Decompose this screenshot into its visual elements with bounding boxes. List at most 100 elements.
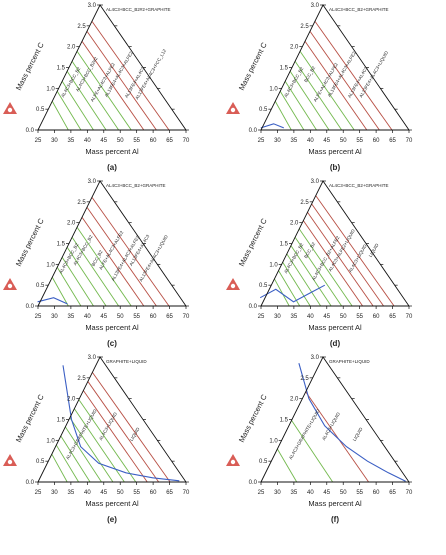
- y-tick-label: 0.0: [26, 128, 35, 134]
- panel-caption: (a): [107, 163, 117, 172]
- x-tick-label: 55: [356, 138, 363, 144]
- x-tick-label: 50: [340, 490, 347, 496]
- y-axis-label: Mass percent C: [14, 392, 46, 443]
- y-tick-label: 3.0: [311, 3, 320, 9]
- tie-line: [73, 408, 125, 483]
- x-tick-label: 50: [117, 138, 124, 144]
- tie-line: [311, 203, 384, 307]
- tie-line: [51, 101, 69, 131]
- y-tick-label: 2.5: [300, 200, 309, 206]
- x-tick-label: 60: [150, 490, 157, 496]
- tie-line: [76, 50, 132, 131]
- x-tick-label: 35: [291, 490, 298, 496]
- x-tick-label: 35: [291, 138, 298, 144]
- x-tick-label: 50: [340, 138, 347, 144]
- tie-line: [81, 216, 145, 307]
- y-tick-label: 1.0: [269, 438, 278, 444]
- x-tick-label: 30: [51, 314, 58, 320]
- logo-dot-icon: [7, 459, 13, 465]
- x-tick-label: 50: [117, 490, 124, 496]
- y-tick-label: 1.5: [280, 242, 289, 248]
- x-tick-label: 50: [117, 314, 124, 320]
- y-tick-label: 2.0: [290, 221, 299, 227]
- phase-label: BCC_B2: [303, 65, 316, 83]
- tie-line: [274, 101, 292, 131]
- tie-line: [279, 91, 305, 131]
- tie-line: [284, 81, 317, 131]
- x-tick-label: 35: [68, 314, 75, 320]
- x-tick-label: 30: [274, 314, 281, 320]
- x-tick-label: 25: [258, 138, 265, 144]
- y-tick-label: 0.5: [259, 283, 268, 289]
- y-tick-label: 3.0: [88, 355, 97, 361]
- y-axis-label: Mass percent C: [237, 392, 269, 443]
- x-tick-label: 40: [84, 138, 91, 144]
- tie-line: [76, 226, 132, 307]
- x-axis-label: Mass percent Al: [308, 499, 362, 508]
- tie-line: [289, 71, 330, 131]
- tie-line: [87, 381, 160, 483]
- y-tick-label: 0.5: [36, 459, 45, 465]
- x-tick-label: 70: [406, 138, 413, 144]
- phase-boundary-line: [298, 363, 406, 482]
- x-tick-label: 40: [307, 490, 314, 496]
- tie-line: [86, 30, 157, 131]
- tie-line: [64, 426, 102, 483]
- x-tick-label: 45: [323, 314, 330, 320]
- x-tick-label: 65: [166, 314, 173, 320]
- x-axis-label: Mass percent Al: [85, 499, 139, 508]
- phase-label: AL4C3+BCC_B2+GRAPHITE: [329, 183, 389, 188]
- y-tick-label: 3.0: [311, 355, 320, 361]
- tie-line: [304, 40, 368, 131]
- tie-line: [307, 211, 374, 307]
- x-tick-label: 40: [84, 314, 91, 320]
- x-tick-label: 65: [166, 490, 173, 496]
- tie-line: [83, 390, 148, 483]
- tie-line: [56, 91, 82, 131]
- tie-line: [286, 253, 322, 307]
- tie-line: [92, 372, 171, 483]
- y-axis-label: Mass percent C: [237, 40, 269, 91]
- x-tick-label: 65: [166, 138, 173, 144]
- y-tick-label: 0.5: [259, 459, 268, 465]
- phase-boundary-line: [259, 284, 326, 303]
- x-tick-label: 35: [68, 490, 75, 496]
- x-tick-label: 45: [100, 314, 107, 320]
- logo-dot-icon: [230, 459, 236, 465]
- tie-line: [314, 20, 393, 131]
- phase-label: AL4C3+BCC_B2#2+GRAPHITE: [106, 7, 171, 12]
- tie-line: [86, 206, 157, 307]
- x-tick-label: 55: [133, 138, 140, 144]
- tie-line: [51, 277, 69, 307]
- x-axis-label: Mass percent Al: [85, 147, 139, 156]
- tie-line: [315, 195, 395, 307]
- y-tick-label: 0.0: [249, 128, 258, 134]
- y-tick-label: 1.0: [46, 438, 55, 444]
- y-tick-label: 1.5: [57, 66, 66, 72]
- x-tick-label: 30: [51, 138, 58, 144]
- tie-line: [274, 278, 290, 307]
- y-axis-label: Mass percent C: [14, 216, 46, 267]
- x-tick-label: 70: [406, 490, 413, 496]
- x-tick-label: 60: [373, 138, 380, 144]
- tie-line: [69, 417, 114, 483]
- x-tick-label: 40: [307, 314, 314, 320]
- phase-boundary-line: [260, 123, 285, 129]
- y-tick-label: 1.5: [57, 242, 66, 248]
- x-tick-label: 25: [258, 314, 265, 320]
- y-tick-label: 1.0: [46, 262, 55, 268]
- phase-label: BCC_B2: [303, 241, 316, 259]
- panel-b: 25 30 35 40 45 50 55 60 65 70 0.0 0.5 1.0 1.5 2.0 2.5 3.…: [226, 3, 413, 172]
- y-tick-label: 2.0: [290, 397, 299, 403]
- x-tick-label: 65: [389, 138, 396, 144]
- tie-line: [61, 81, 94, 131]
- tie-line: [56, 267, 82, 307]
- phase-label: GRAPHITE+LIQUID: [106, 359, 147, 364]
- tie-line: [55, 444, 80, 483]
- y-tick-label: 2.5: [300, 376, 309, 382]
- panel-caption: (e): [107, 515, 117, 524]
- tie-line: [91, 20, 170, 131]
- tie-line: [91, 196, 170, 307]
- phase-label: LIQUID: [129, 426, 141, 442]
